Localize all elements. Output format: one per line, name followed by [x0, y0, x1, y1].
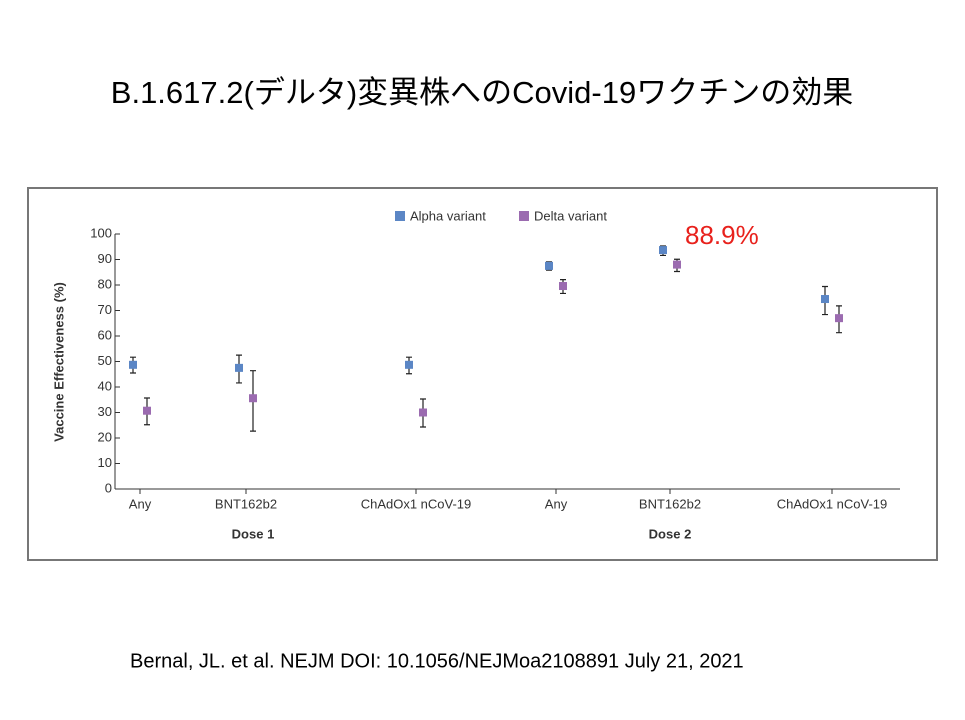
point [405, 360, 413, 369]
y-tick-label: 90 [98, 251, 112, 266]
group-label: Dose 1 [232, 526, 275, 541]
legend-label: Delta variant [534, 208, 607, 223]
y-tick-label: 60 [98, 327, 112, 342]
legend-swatch [519, 211, 529, 221]
legend-label: Alpha variant [410, 208, 486, 223]
point [545, 261, 553, 270]
point [821, 295, 829, 304]
point [659, 246, 667, 255]
point [249, 394, 257, 403]
slide-title: B.1.617.2(デルタ)変異株へのCovid-19ワクチンの効果 [111, 75, 853, 110]
citation: Bernal, JL. et al. NEJM DOI: 10.1056/NEJ… [130, 650, 744, 672]
point [235, 363, 243, 372]
point [419, 408, 427, 417]
point [559, 282, 567, 291]
y-tick-label: 70 [98, 302, 112, 317]
chart-frame [27, 187, 938, 561]
y-tick-label: 10 [98, 455, 112, 470]
point [673, 260, 681, 269]
point [143, 406, 151, 415]
x-tick-label: BNT162b2 [215, 496, 277, 511]
group-label: Dose 2 [649, 526, 692, 541]
x-tick-label: BNT162b2 [639, 496, 701, 511]
legend-swatch [395, 211, 405, 221]
point [835, 314, 843, 323]
annotation: 88.9% [685, 220, 759, 250]
point [129, 360, 137, 369]
y-tick-label: 40 [98, 378, 112, 393]
x-tick-label: ChAdOx1 nCoV-19 [361, 496, 472, 511]
y-tick-label: 0 [105, 480, 112, 495]
y-tick-label: 50 [98, 353, 112, 368]
y-tick-label: 80 [98, 276, 112, 291]
x-tick-label: Any [545, 496, 568, 511]
x-tick-label: Any [129, 496, 152, 511]
y-tick-label: 100 [90, 225, 112, 240]
y-tick-label: 20 [98, 429, 112, 444]
y-tick-label: 30 [98, 404, 112, 419]
x-tick-label: ChAdOx1 nCoV-19 [777, 496, 888, 511]
y-axis-label: Vaccine Effectiveness (%) [51, 282, 66, 442]
